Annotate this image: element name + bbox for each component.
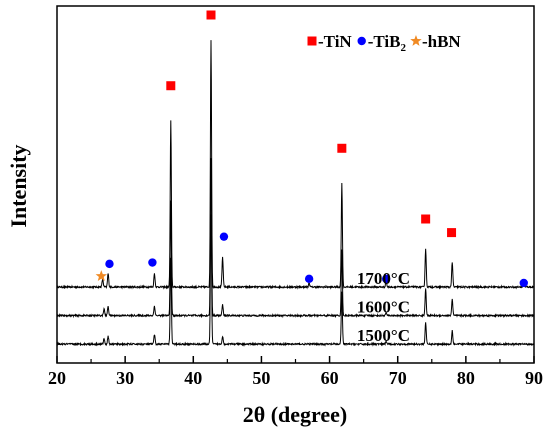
- hbn-marker: [95, 270, 107, 281]
- tin-marker: [206, 10, 216, 20]
- tin-marker: [166, 81, 176, 91]
- tib2-marker: [219, 232, 229, 241]
- legend-label: -TiB2: [368, 32, 407, 54]
- tib2-marker: [519, 278, 528, 288]
- x-tick-label: 70: [389, 368, 407, 388]
- tin-marker: [447, 228, 457, 238]
- x-tick-label: 90: [525, 368, 543, 388]
- legend-tib2-marker: [357, 36, 366, 46]
- tin-marker: [337, 143, 347, 153]
- legend: -TiN -TiB2 -hBN: [307, 32, 461, 54]
- phase-markers: [95, 10, 528, 288]
- series-labels: 1700°C 1600°C 1500°C: [357, 269, 410, 345]
- legend-label: -TiN: [318, 32, 352, 51]
- series-line: [56, 40, 535, 290]
- series-label: 1600°C: [357, 298, 410, 317]
- legend-label: -hBN: [422, 32, 461, 51]
- series-label: 1700°C: [357, 269, 410, 288]
- x-tick-label: 60: [321, 368, 339, 388]
- legend-hbn-marker: [410, 35, 422, 46]
- tib2-marker: [304, 274, 314, 284]
- y-axis-label: Intensity: [6, 144, 31, 227]
- series-group: [56, 40, 535, 347]
- series-label: 1500°C: [357, 326, 410, 345]
- x-tick-label: 80: [457, 368, 475, 388]
- tib2-marker: [381, 274, 391, 284]
- x-tick-label: 40: [184, 368, 202, 388]
- series-line: [56, 158, 535, 319]
- x-tick-label: 30: [116, 368, 134, 388]
- x-tick-label: 20: [48, 368, 66, 388]
- tib2-marker: [148, 258, 157, 267]
- x-axis-ticks: 20 30 40 50 60 70 80 90: [48, 356, 543, 388]
- series-line: [56, 214, 535, 347]
- x-tick-label: 50: [252, 368, 270, 388]
- tib2-marker: [105, 259, 114, 269]
- x-axis-label: 2θ (degree): [243, 402, 348, 427]
- plot-frame: [56, 5, 535, 364]
- legend-tin-marker: [307, 36, 317, 46]
- tin-marker: [421, 214, 431, 224]
